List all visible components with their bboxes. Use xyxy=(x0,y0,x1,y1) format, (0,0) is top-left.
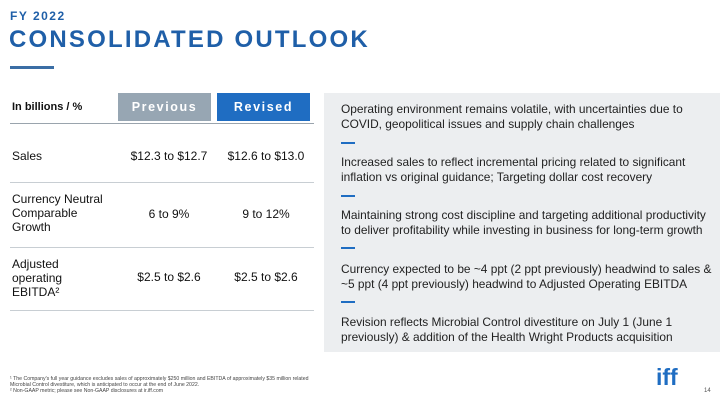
outlook-table: In billions / % Previous Revised Sales $… xyxy=(0,93,318,311)
row-label: Sales xyxy=(12,149,43,163)
commentary-item: Operating environment remains volatile, … xyxy=(341,102,683,131)
previous-header: Previous xyxy=(118,93,211,121)
revised-header: Revised xyxy=(217,93,310,121)
header-rule xyxy=(10,123,314,124)
item-divider xyxy=(341,142,355,144)
slide-kicker: FY 2022 xyxy=(10,9,66,23)
svg-text:iff: iff xyxy=(656,364,678,390)
item-divider xyxy=(341,247,355,249)
title-underline xyxy=(10,66,54,69)
row-revised-value: $2.5 to $2.6 xyxy=(234,270,298,284)
commentary-item: Increased sales to reflect incremental p… xyxy=(341,155,686,184)
iff-logo: iff xyxy=(656,364,678,390)
item-divider xyxy=(341,195,355,197)
commentary-item: Maintaining strong cost discipline and t… xyxy=(341,208,706,237)
commentary-panel: Operating environment remains volatile, … xyxy=(324,93,720,352)
table-header-row: In billions / % Previous Revised xyxy=(0,93,318,128)
row-revised-value: $12.6 to $13.0 xyxy=(227,149,305,163)
commentary-item: Currency expected to be ~4 ppt (2 ppt pr… xyxy=(341,262,712,291)
page-number: 14 xyxy=(704,388,711,394)
row-previous-value: 6 to 9% xyxy=(148,207,190,221)
footnote-2: ² Non-GAAP metric; please see Non-GAAP d… xyxy=(10,388,164,395)
table-row-sales: Sales $12.3 to $12.7 $12.6 to $13.0 xyxy=(10,128,314,183)
table-label-header: In billions / % xyxy=(12,101,83,113)
row-previous-value: $12.3 to $12.7 xyxy=(130,149,208,163)
table-row-ebitda: Adjusted operating EBITDA² $2.5 to $2.6 … xyxy=(10,248,314,311)
row-label: Adjusted operating EBITDA² xyxy=(12,257,63,299)
row-previous-value: $2.5 to $2.6 xyxy=(137,270,201,284)
table-row-growth: Currency Neutral Comparable Growth 6 to … xyxy=(10,183,314,248)
commentary-item: Revision reflects Microbial Control dive… xyxy=(341,315,673,344)
row-revised-value: 9 to 12% xyxy=(242,207,290,221)
item-divider xyxy=(341,301,355,303)
slide-title: CONSOLIDATED OUTLOOK xyxy=(9,26,370,53)
row-label: Currency Neutral Comparable Growth xyxy=(12,192,103,234)
footnote-1: ¹ The Company's full year guidance exclu… xyxy=(10,376,309,389)
footnotes: ¹ The Company's full year guidance exclu… xyxy=(10,376,328,395)
